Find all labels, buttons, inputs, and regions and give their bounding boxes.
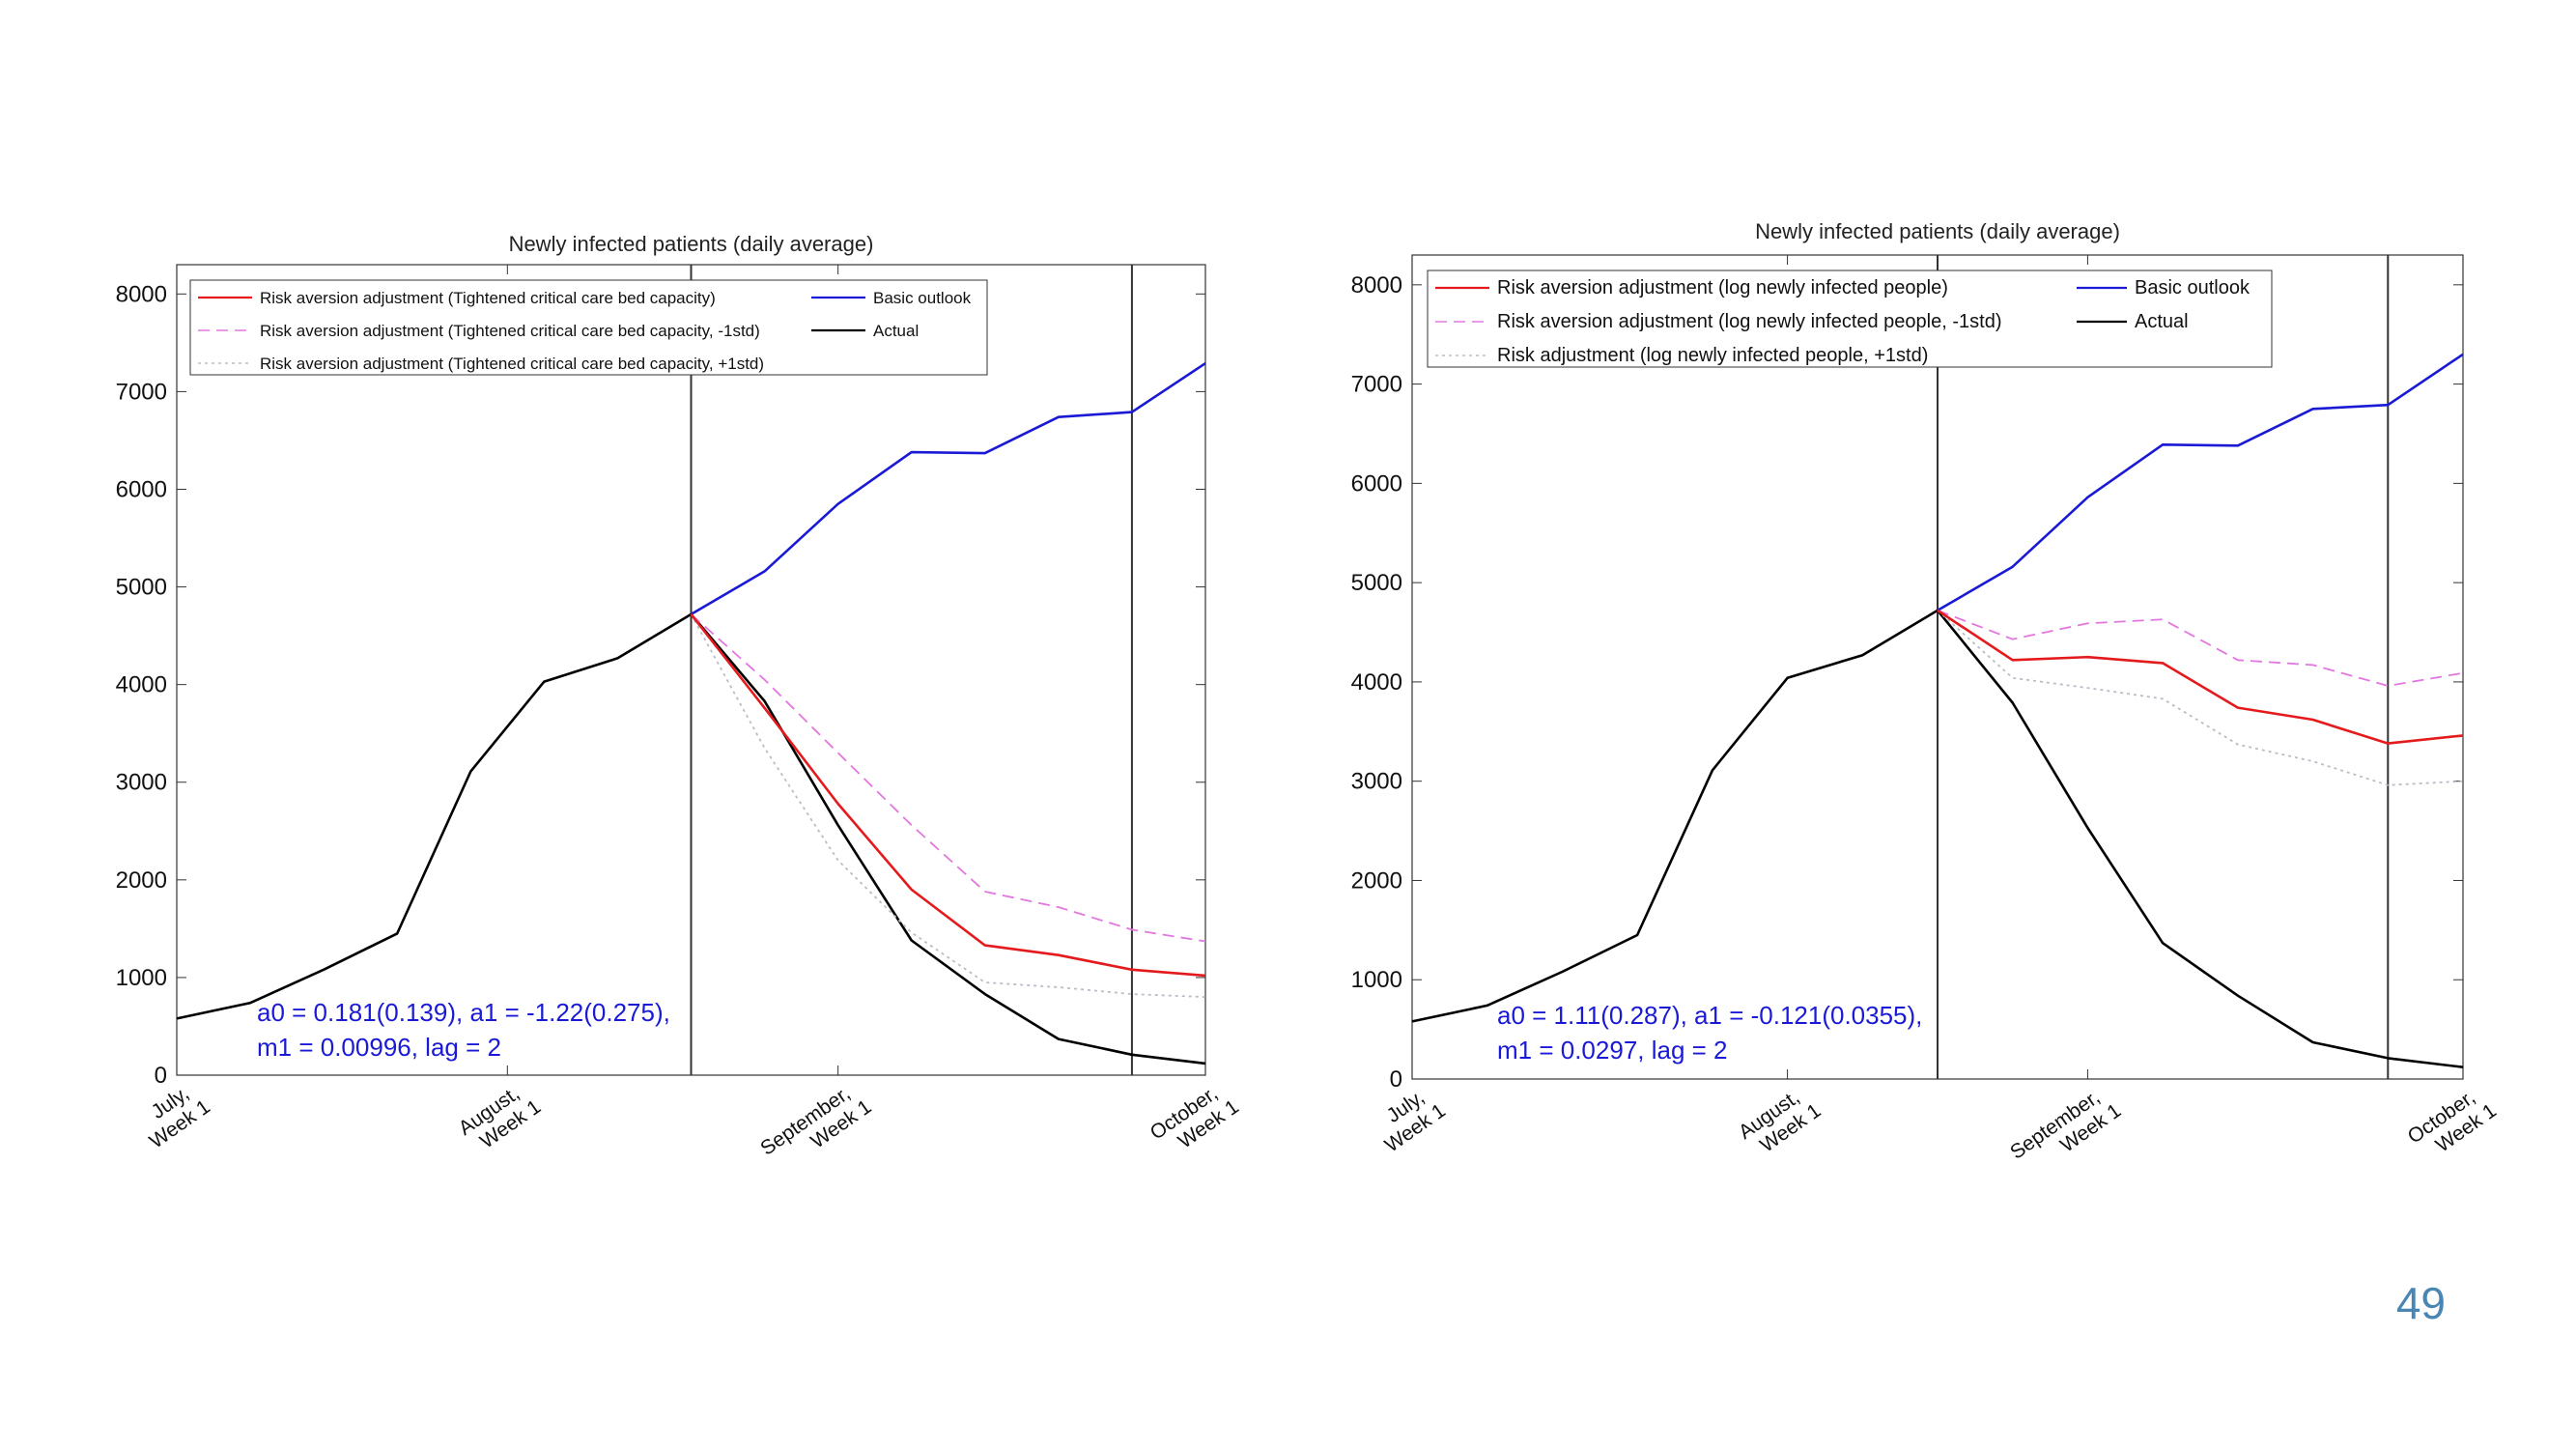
chart-2: Newly infected patients (daily average) 0… bbox=[1351, 219, 2501, 1183]
y-tick-label: 7000 bbox=[1351, 372, 1402, 398]
y-tick-label: 0 bbox=[155, 1063, 167, 1089]
legend-label: Basic outlook bbox=[873, 289, 972, 307]
annotation-line: m1 = 0.00996, lag = 2 bbox=[257, 1033, 501, 1062]
page-number: 49 bbox=[2395, 1278, 2446, 1328]
series-line bbox=[690, 613, 1206, 998]
y-tick-label: 4000 bbox=[116, 672, 167, 698]
y-tick-label: 3000 bbox=[116, 770, 167, 796]
chart-title: Newly infected patients (daily average) bbox=[509, 232, 874, 256]
legend-label: Basic outlook bbox=[2135, 277, 2250, 298]
annotation-line: a0 = 1.11(0.287), a1 = -0.121(0.0355), bbox=[1497, 1001, 1922, 1030]
series-line bbox=[1937, 609, 2464, 745]
legend-label: Risk aversion adjustment (Tightened crit… bbox=[260, 355, 764, 373]
series-line bbox=[690, 362, 1206, 616]
legend-label: Risk aversion adjustment (Tightened crit… bbox=[260, 322, 760, 340]
y-tick-label: 8000 bbox=[116, 281, 167, 307]
annotation-line: a0 = 0.181(0.139), a1 = -1.22(0.275), bbox=[257, 998, 670, 1027]
chart-1: Newly infected patients (daily average) 0… bbox=[116, 232, 1243, 1179]
y-tick-label: 1000 bbox=[116, 965, 167, 991]
series-line bbox=[690, 613, 1206, 943]
x-tick-label: October,Week 1 bbox=[2404, 1081, 2501, 1168]
legend: Risk aversion adjustment (log newly infe… bbox=[1427, 270, 2273, 368]
legend-label: Risk aversion adjustment (Tightened crit… bbox=[260, 289, 716, 307]
x-tick-label: July,Week 1 bbox=[1368, 1081, 1450, 1157]
legend-label: Risk adjustment (log newly infected peop… bbox=[1497, 345, 1928, 366]
legend-label: Risk aversion adjustment (log newly infe… bbox=[1497, 311, 2001, 332]
y-tick-label: 4000 bbox=[1351, 669, 1402, 696]
model-annotation: a0 = 1.11(0.287), a1 = -0.121(0.0355), m1… bbox=[1497, 1001, 1922, 1065]
y-tick-label: 5000 bbox=[116, 575, 167, 601]
legend-label: Actual bbox=[2135, 311, 2189, 332]
legend-label: Actual bbox=[873, 322, 919, 340]
series-line bbox=[1937, 610, 2464, 786]
legend-box bbox=[1427, 270, 2273, 368]
y-axis: 0 1000 2000 3000 4000 5000 6000 7000 8000 bbox=[1351, 272, 2463, 1093]
y-tick-label: 0 bbox=[1390, 1066, 1402, 1093]
y-tick-label: 6000 bbox=[116, 476, 167, 502]
y-tick-label: 2000 bbox=[1351, 867, 1402, 894]
y-tick-label: 3000 bbox=[1351, 769, 1402, 795]
y-tick-label: 7000 bbox=[116, 379, 167, 405]
y-tick-label: 2000 bbox=[116, 867, 167, 894]
y-tick-label: 5000 bbox=[1351, 570, 1402, 596]
y-tick-label: 6000 bbox=[1351, 470, 1402, 497]
series-line bbox=[690, 613, 1206, 978]
x-tick-label: August,Week 1 bbox=[455, 1077, 545, 1159]
series-line bbox=[1937, 610, 2464, 687]
y-tick-label: 1000 bbox=[1351, 967, 1402, 993]
legend: Risk aversion adjustment (Tightened crit… bbox=[189, 279, 988, 376]
x-tick-label: October,Week 1 bbox=[1146, 1077, 1243, 1164]
x-tick-label: July,Week 1 bbox=[132, 1077, 214, 1153]
x-tick-label: August,Week 1 bbox=[1735, 1081, 1825, 1163]
legend-label: Risk aversion adjustment (log newly infe… bbox=[1497, 277, 1948, 298]
x-tick-label: September,Week 1 bbox=[2006, 1081, 2125, 1183]
x-tick-label: September,Week 1 bbox=[756, 1077, 875, 1179]
annotation-line: m1 = 0.0297, lag = 2 bbox=[1497, 1036, 1728, 1065]
legend-box bbox=[189, 279, 988, 376]
series-line bbox=[1937, 353, 2464, 612]
y-axis: 0 1000 2000 3000 4000 5000 6000 7000 8000 bbox=[116, 281, 1205, 1089]
y-tick-label: 8000 bbox=[1351, 272, 1402, 298]
chart-title: Newly infected patients (daily average) bbox=[1755, 219, 2120, 243]
model-annotation: a0 = 0.181(0.139), a1 = -1.22(0.275), m1 … bbox=[257, 998, 670, 1062]
